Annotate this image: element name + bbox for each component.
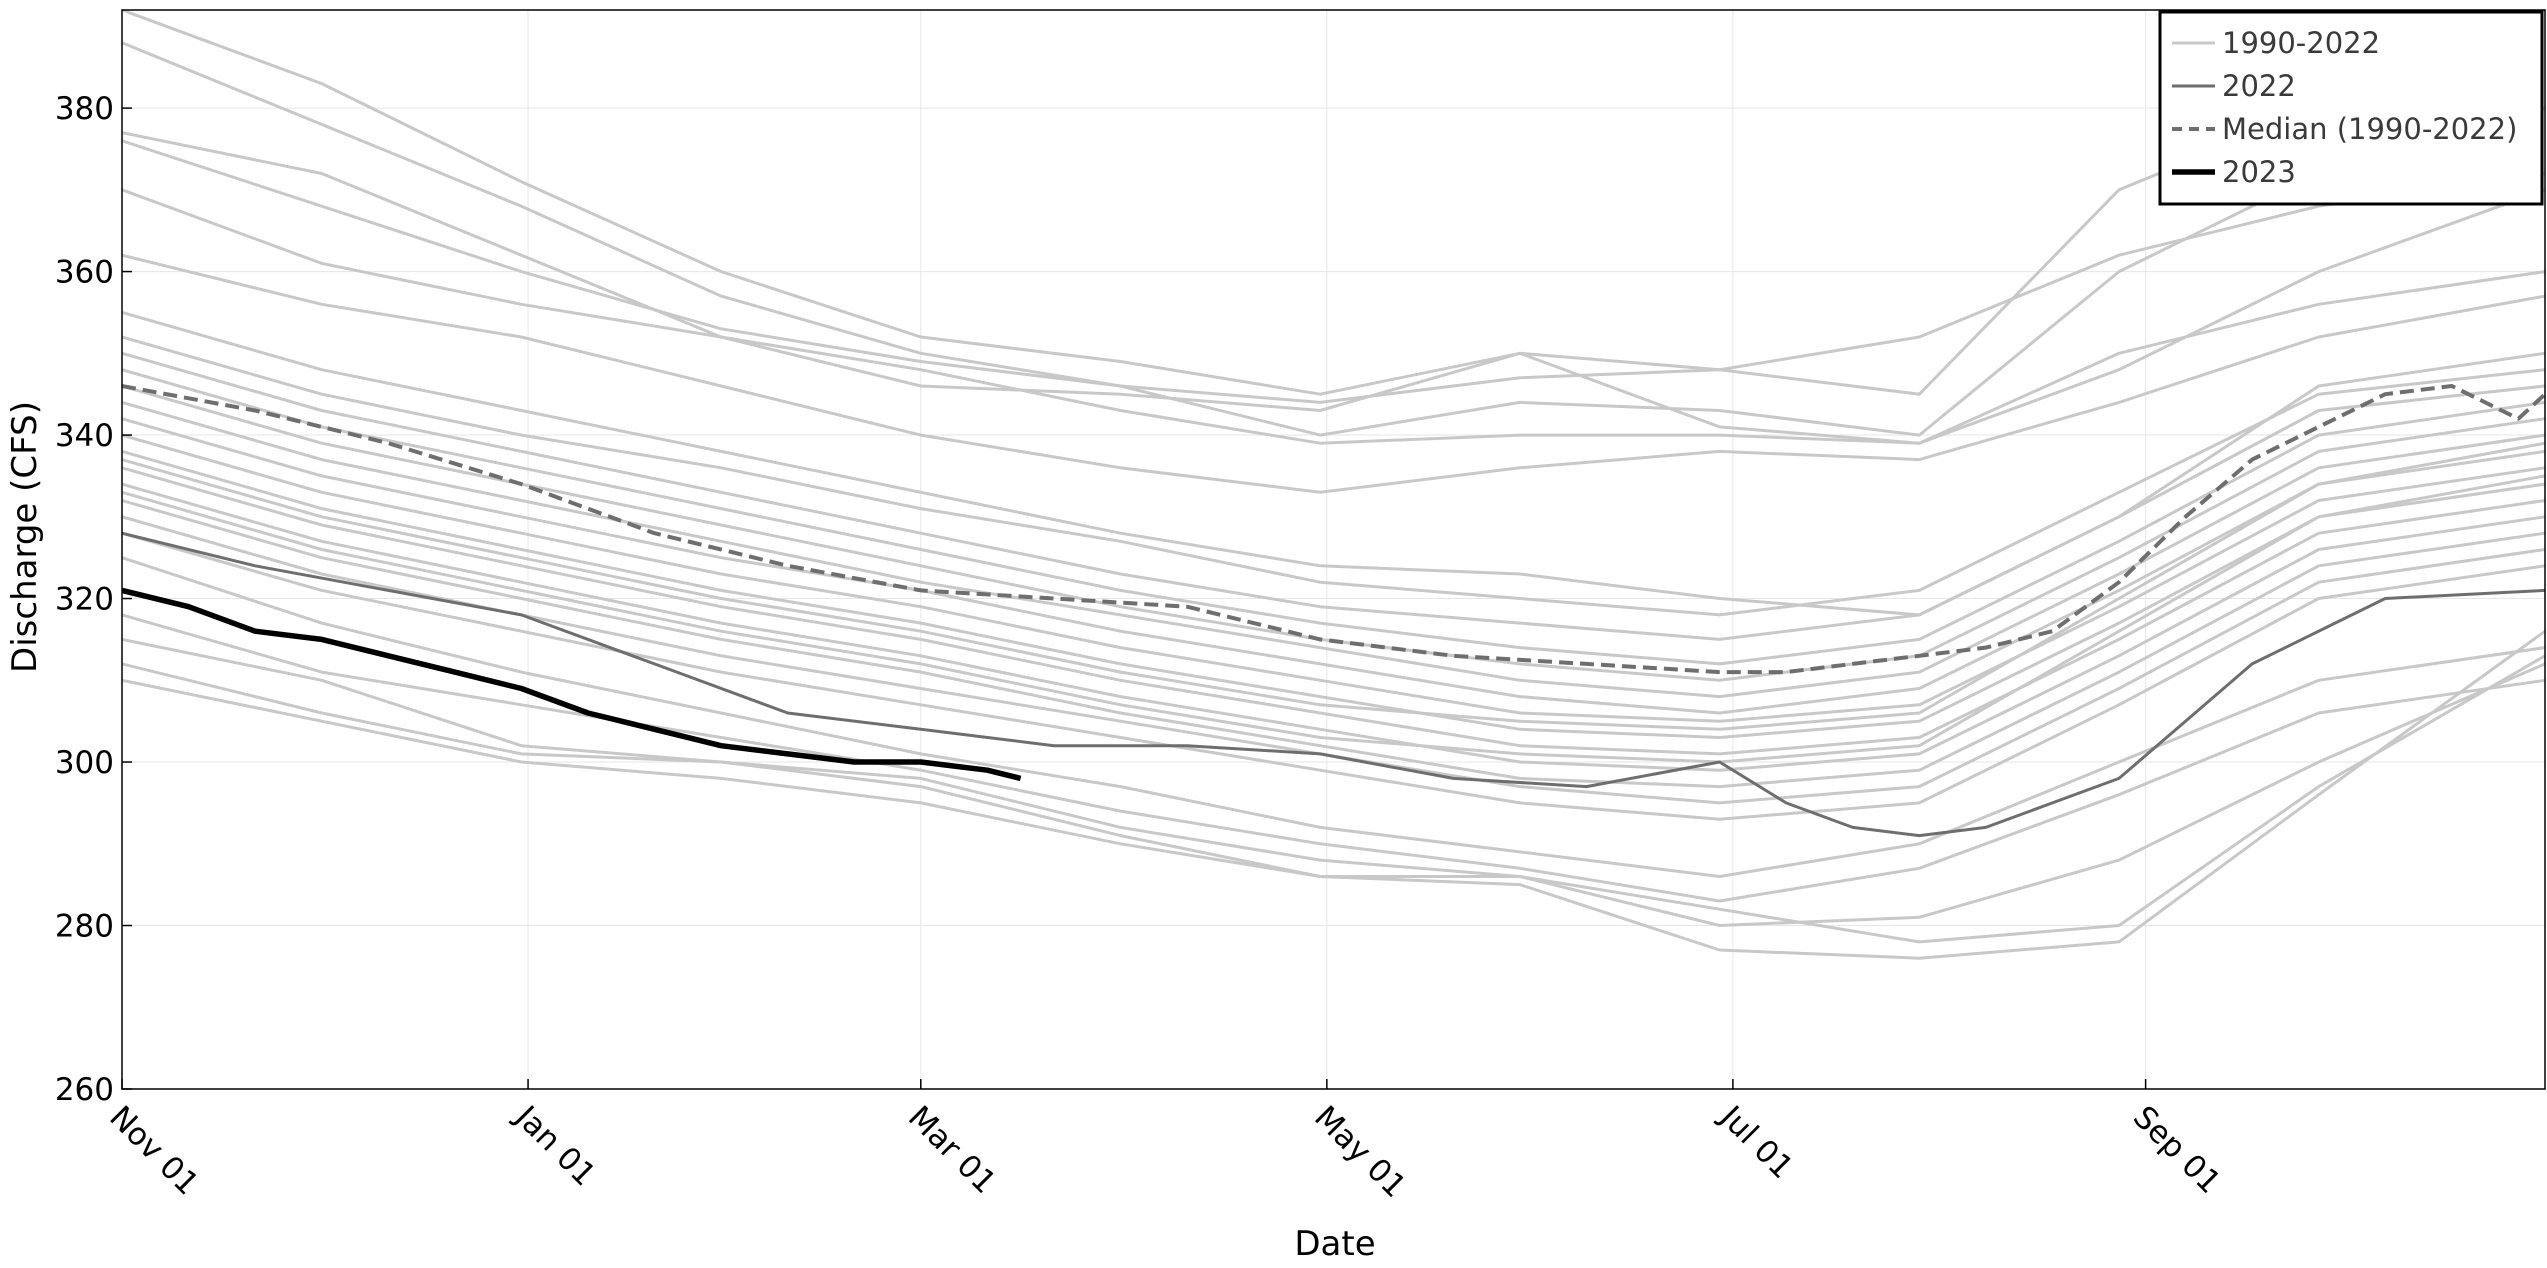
y-tick-label: 300 — [55, 745, 114, 781]
historical-year-line — [121, 474, 2546, 764]
y-tick-label: 380 — [55, 91, 114, 127]
legend-label: 1990-2022 — [2222, 26, 2380, 60]
y-axis-title: Discharge (CFS) — [5, 401, 45, 673]
historical-year-line — [121, 556, 2546, 878]
historical-year-line — [121, 41, 2546, 437]
legend: 1990-2022 2022 Median (1990-2022) 2023 — [2158, 10, 2544, 206]
historical-year-line — [121, 531, 2546, 821]
y-tick-label: 320 — [55, 582, 114, 618]
historical-year-line — [121, 449, 2546, 739]
series-line-median-1990-2022 — [121, 384, 2547, 675]
historical-year-line — [121, 335, 2546, 617]
legend-label: 2023 — [2222, 155, 2296, 189]
historical-year-line — [121, 482, 2546, 772]
historical-year-line — [121, 400, 2546, 699]
historical-year-line — [121, 368, 2546, 666]
axes — [121, 9, 2546, 1090]
legend-label: Median (1990-2022) — [2222, 112, 2517, 146]
x-tick-label: Mar 01 — [901, 1099, 1003, 1201]
y-tick-label: 260 — [55, 1072, 114, 1108]
historical-year-line — [121, 637, 2546, 927]
historical-year-line — [121, 351, 2546, 641]
historical-lines — [121, 8, 2546, 960]
historical-year-line — [121, 441, 2546, 731]
historical-year-line — [121, 499, 2546, 789]
plot-frame — [121, 9, 2546, 1090]
historical-year-line — [121, 384, 2546, 682]
x-tick-label: Jul 01 — [1712, 1098, 1800, 1186]
historical-year-line — [121, 139, 2546, 404]
y-tick-label: 360 — [55, 255, 114, 291]
historical-year-line — [121, 629, 2546, 960]
x-tick-label: May 01 — [1307, 1099, 1413, 1205]
x-tick-label: Nov 01 — [102, 1099, 205, 1202]
historical-year-line — [121, 466, 2546, 756]
historical-year-line — [121, 417, 2546, 715]
y-tick-label: 280 — [55, 909, 114, 945]
series-line-2023 — [121, 587, 1022, 782]
x-axis-title: Date — [1294, 1224, 1375, 1264]
historical-year-line — [121, 253, 2546, 494]
historical-year-line — [121, 8, 2546, 396]
tick-labels: 260 280 300 320 340 360 380 Nov 01 Jan 01 Mar 01 M… — [55, 91, 2228, 1205]
historical-year-line — [121, 433, 2546, 723]
historical-year-line — [121, 188, 2546, 445]
y-tick-label: 340 — [55, 418, 114, 454]
legend-box — [2158, 10, 2544, 206]
historical-year-line — [121, 613, 2546, 903]
historical-year-line — [121, 310, 2546, 617]
highlight-series — [121, 384, 2547, 838]
series-line-2022 — [121, 531, 2546, 838]
legend-label: 2022 — [2222, 69, 2296, 103]
historical-year-line — [121, 131, 2546, 445]
x-tick-label: Jan 01 — [507, 1098, 603, 1194]
x-tick-label: Sep 01 — [2126, 1099, 2228, 1201]
